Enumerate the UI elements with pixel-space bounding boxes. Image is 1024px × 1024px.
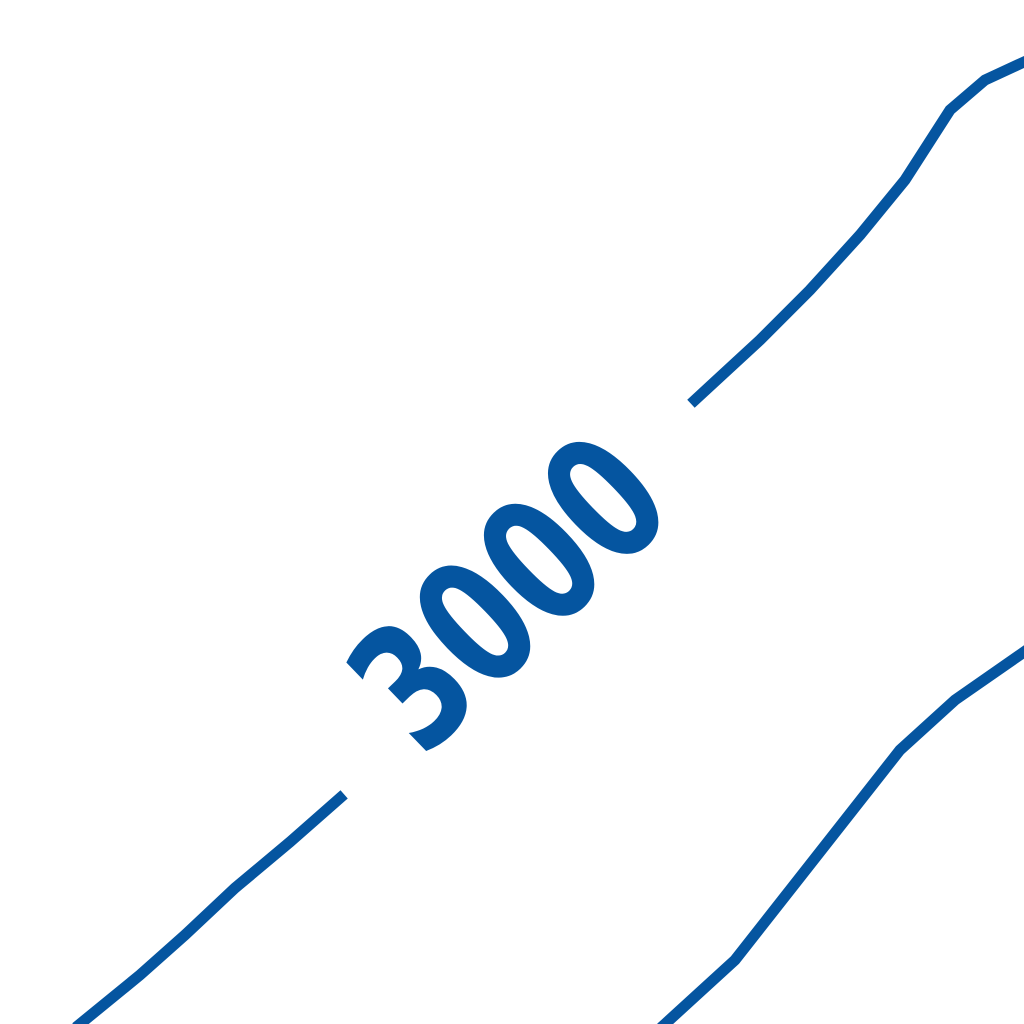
contour-line-3000-upper — [687, 55, 1024, 408]
contour-elevation-label: 3000 — [311, 397, 707, 789]
contour-line-3000-lower — [72, 790, 348, 1024]
contour-line-lower — [657, 645, 1024, 1024]
